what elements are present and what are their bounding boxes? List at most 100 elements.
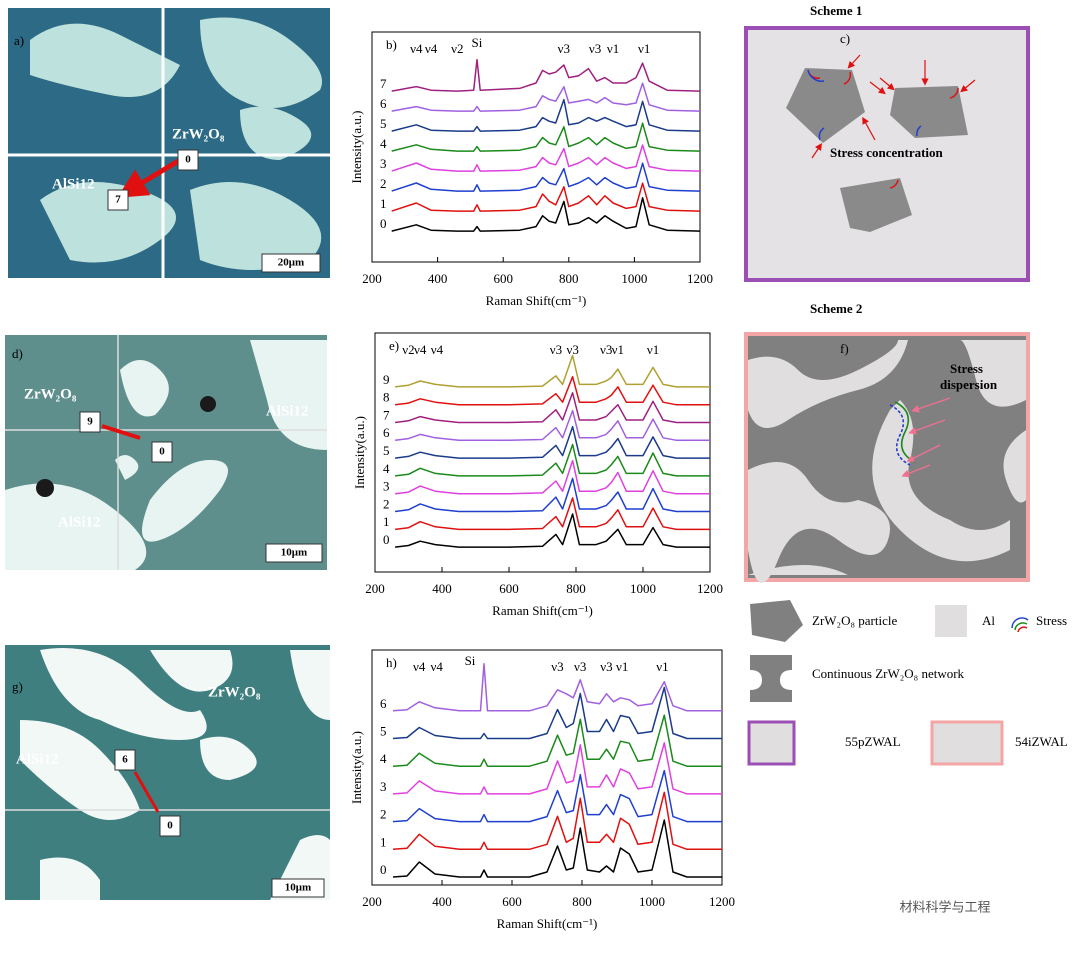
spectrum-line (391, 122, 701, 152)
x-axis-title: Raman Shift(cm⁻¹) (497, 916, 598, 931)
x-tick-label: 1200 (687, 271, 713, 286)
series-label: 7 (380, 76, 387, 91)
series-label: 2 (383, 496, 390, 511)
spectrum-line (392, 819, 722, 878)
point-label: 9 (87, 416, 93, 428)
series-label: 2 (380, 807, 387, 822)
spectrum-line (395, 443, 710, 477)
panel-label: c) (840, 31, 850, 46)
series-label: 3 (380, 156, 387, 171)
series-label: 5 (383, 443, 390, 458)
peak-label: ν3 (600, 659, 612, 674)
series-label: 0 (383, 532, 390, 547)
x-tick-label: 600 (493, 271, 513, 286)
spectrum-line (395, 354, 710, 388)
spectrum-line (392, 742, 722, 795)
plot-frame (374, 332, 711, 573)
peak-label: ν1 (616, 659, 628, 674)
x-tick-label: 1200 (697, 581, 723, 596)
x-tick-label: 400 (432, 894, 452, 909)
series-label: 4 (383, 461, 390, 476)
point-label: 0 (159, 446, 165, 458)
peak-label: ν3 (558, 41, 570, 56)
series-label: 6 (383, 425, 390, 440)
peak-label: ν2 (402, 342, 414, 357)
x-tick-label: 200 (362, 894, 382, 909)
peak-label: ν2 (451, 41, 463, 56)
x-tick-label: 1000 (630, 581, 656, 596)
spectrum-line (395, 375, 710, 406)
x-tick-label: 600 (502, 894, 522, 909)
series-label: 1 (380, 834, 387, 849)
micrograph-a: a) ZrW₂O₈ AlSi12 0 7 20μm (8, 8, 330, 278)
series-label: 0 (380, 216, 387, 231)
x-tick-label: 1000 (621, 271, 647, 286)
legend-label: ZrW₂O₈ particle (812, 613, 897, 628)
series-label: 7 (383, 407, 390, 422)
spectrum-line (391, 162, 701, 192)
series-label: 9 (383, 372, 390, 387)
series-label: 1 (383, 514, 390, 529)
scheme-2: Scheme 2 f) Stress dispersion (744, 301, 1030, 583)
peak-label: ν1 (638, 41, 650, 56)
y-axis-title: Intensity(a.u.) (349, 731, 364, 804)
peak-label: Si (465, 653, 476, 668)
scheme-title: Scheme 1 (810, 3, 862, 18)
spectrum-line (392, 769, 722, 823)
spectrum-line (395, 425, 710, 459)
phase-label: ZrW₂O₈ (24, 386, 77, 402)
micrograph-d: d) ZrW₂O₈ AlSi12 AlSi12 9 0 10μm (5, 335, 327, 570)
peak-label: ν3 (600, 342, 612, 357)
panel-label: h) (386, 655, 397, 670)
x-tick-label: 800 (566, 581, 586, 596)
x-tick-label: 400 (432, 581, 452, 596)
panel-label: f) (840, 341, 849, 356)
peak-label: ν1 (647, 342, 659, 357)
spectrum-line (395, 497, 710, 531)
x-tick-label: 400 (428, 271, 448, 286)
scheme-1: Scheme 1 c) Stress concentration (744, 3, 1030, 282)
peak-label: Si (472, 35, 483, 50)
y-axis-title: Intensity(a.u.) (352, 416, 367, 489)
series-label: 5 (380, 116, 387, 131)
spectrum-line (392, 686, 722, 740)
scheme-title: Scheme 2 (810, 301, 862, 316)
phase-label: AlSi12 (52, 176, 95, 192)
phase-label: ZrW₂O₈ (172, 126, 225, 142)
series-label: 3 (383, 479, 390, 494)
spectrum-line (395, 392, 710, 424)
panel-label: a) (14, 33, 24, 48)
peak-label: ν4 (425, 41, 438, 56)
scale-bar: 20μm (278, 257, 304, 269)
annotation: dispersion (940, 377, 998, 392)
plot-frame (371, 31, 701, 263)
panel-label: d) (12, 346, 23, 361)
spectrum-line (395, 513, 710, 548)
phase-label: ZrW₂O₈ (208, 684, 261, 700)
peak-label: ν4 (410, 41, 423, 56)
spectrum-line (395, 459, 710, 495)
spectrum-line (391, 98, 701, 132)
series-label: 8 (383, 390, 390, 405)
spectrum-line (395, 409, 710, 442)
point-label: 7 (115, 194, 121, 206)
series-label: 2 (380, 176, 387, 191)
spectrum-line (391, 144, 701, 172)
peak-label: ν1 (607, 41, 619, 56)
series-label: 4 (380, 136, 387, 151)
series-label: 6 (380, 96, 387, 111)
x-tick-label: 800 (559, 271, 579, 286)
series-label: 4 (380, 751, 387, 766)
x-tick-label: 200 (365, 581, 385, 596)
raman-chart: 200 400 600 800 1000 1200 Raman Shift(cm⁻¹) Int… (352, 332, 723, 618)
y-axis-title: Intensity(a.u.) (349, 111, 364, 184)
spectrum-line (392, 663, 722, 712)
point-label: 6 (122, 754, 128, 766)
legend-label: Al (982, 613, 995, 628)
x-tick-label: 1000 (639, 894, 665, 909)
annotation: Stress (950, 361, 983, 376)
phase-label: AlSi12 (58, 514, 101, 530)
raman-chart: 200 400 600 800 1000 1200 Raman Shift(cm⁻¹) Int… (349, 31, 713, 308)
